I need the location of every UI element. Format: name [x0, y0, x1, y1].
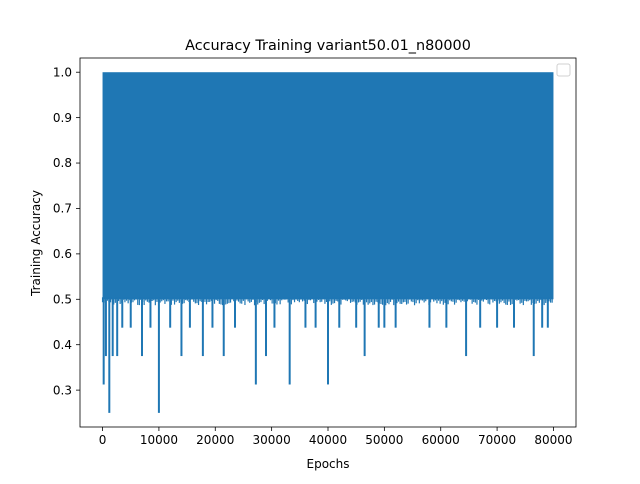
plot-area — [101, 72, 554, 413]
chart-title: Accuracy Training variant50.01_n80000 — [185, 38, 471, 54]
y-tick-label: 0.8 — [53, 156, 72, 170]
x-axis-label: Epochs — [307, 457, 350, 471]
x-tick-label: 60000 — [422, 433, 460, 447]
y-tick-label: 0.3 — [53, 383, 72, 397]
y-tick-label: 0.7 — [53, 202, 72, 216]
y-tick-label: 1.0 — [53, 65, 72, 79]
x-tick-label: 0 — [99, 433, 107, 447]
x-tick-label: 30000 — [253, 433, 291, 447]
legend-box — [556, 63, 571, 77]
x-tick-label: 70000 — [478, 433, 516, 447]
y-tick-label: 0.5 — [53, 292, 72, 306]
x-tick-label: 50000 — [365, 433, 403, 447]
x-axis-ticks: 0 10000 20000 30000 40000 50000 60000 70000 8000… — [99, 427, 573, 447]
x-tick-label: 80000 — [534, 433, 572, 447]
y-tick-label: 0.6 — [53, 247, 72, 261]
x-tick-label: 40000 — [309, 433, 347, 447]
y-axis-ticks: 0.3 0.4 0.5 0.6 0.7 0.8 0.9 1.0 — [53, 65, 80, 397]
y-tick-label: 0.9 — [53, 111, 72, 125]
x-tick-label: 10000 — [140, 433, 178, 447]
x-tick-label: 20000 — [196, 433, 234, 447]
series-band — [102, 72, 554, 300]
series-layer — [101, 72, 554, 413]
y-axis-label: Training Accuracy — [29, 190, 43, 297]
y-tick-label: 0.4 — [53, 338, 72, 352]
